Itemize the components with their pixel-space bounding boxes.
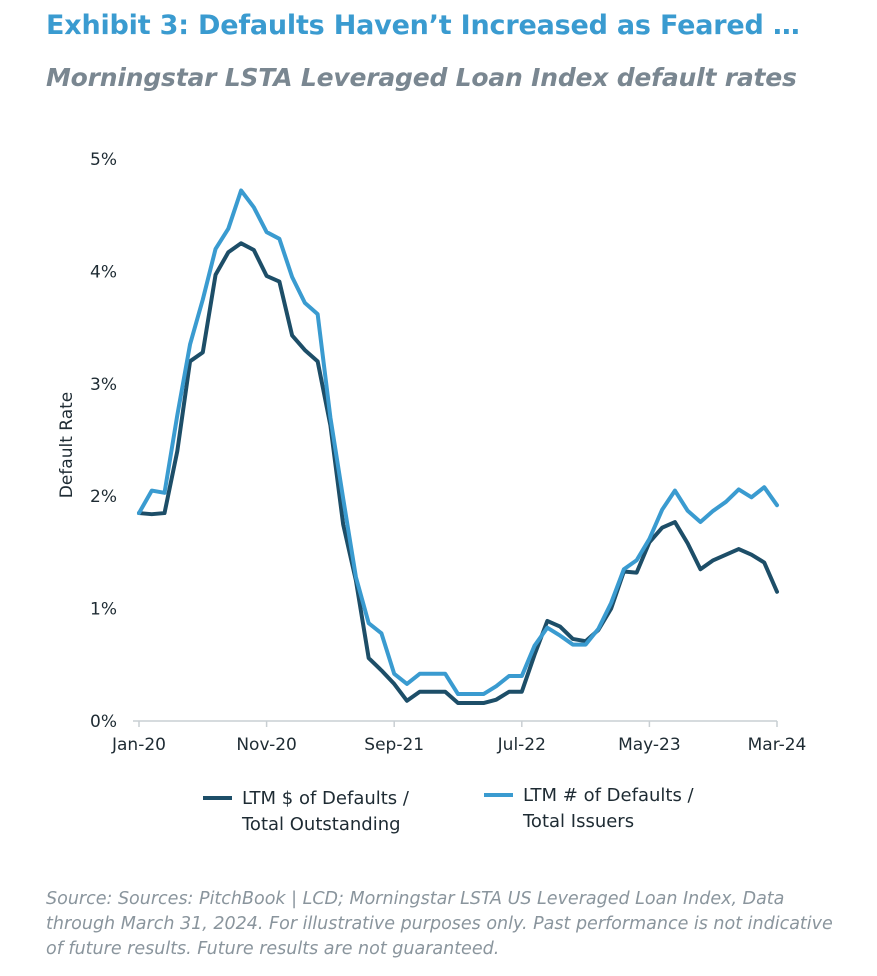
series-lines (137, 188, 779, 706)
x-tick-label: May-23 (618, 735, 681, 755)
legend-label-dollar-defaults-line1: LTM $ of Defaults / (242, 788, 410, 809)
y-axis-label: Default Rate (57, 392, 77, 499)
legend-label-dollar-defaults-line2: Total Outstanding (241, 814, 401, 835)
y-tick-label: 5% (90, 150, 117, 170)
x-tick-label: Mar-24 (748, 735, 807, 755)
x-tick-label: Jul-22 (497, 735, 546, 755)
chart-subtitle: Morningstar LSTA Leveraged Loan Index de… (46, 63, 797, 92)
series-line-count-defaults (137, 188, 779, 697)
default-rate-line-chart: 0% 1% 2% 3% 4% 5% Default Rate Jan-20 Nov-20 Se… (57, 150, 806, 835)
series-line-dollar-defaults (137, 241, 779, 706)
x-tick-label: Nov-20 (236, 735, 297, 755)
y-tick-label: 2% (90, 487, 117, 507)
legend-entry-dollar-defaults[interactable]: LTM $ of Defaults / Total Outstanding (203, 788, 410, 835)
y-tick-label: 4% (90, 262, 117, 282)
legend-entry-count-defaults[interactable]: LTM # of Defaults / Total Issuers (484, 785, 695, 832)
x-tick-label: Sep-21 (364, 735, 424, 755)
y-axis-ticks: 0% 1% 2% 3% 4% 5% (90, 150, 117, 732)
legend-label-count-defaults-line1: LTM # of Defaults / (523, 785, 695, 806)
source-note: Source: Sources: PitchBook | LCD; Mornin… (46, 889, 833, 959)
x-tick-label: Jan-20 (111, 735, 166, 755)
chart-title: Exhibit 3: Defaults Haven’t Increased as… (46, 10, 800, 41)
y-tick-label: 1% (90, 600, 117, 620)
y-tick-label: 0% (90, 712, 117, 732)
legend: LTM $ of Defaults / Total Outstanding LT… (203, 785, 695, 835)
legend-label-count-defaults-line2: Total Issuers (522, 811, 634, 832)
x-axis-ticks: Jan-20 Nov-20 Sep-21 Jul-22 May-23 Mar-24 (111, 721, 806, 755)
y-tick-label: 3% (90, 375, 117, 395)
